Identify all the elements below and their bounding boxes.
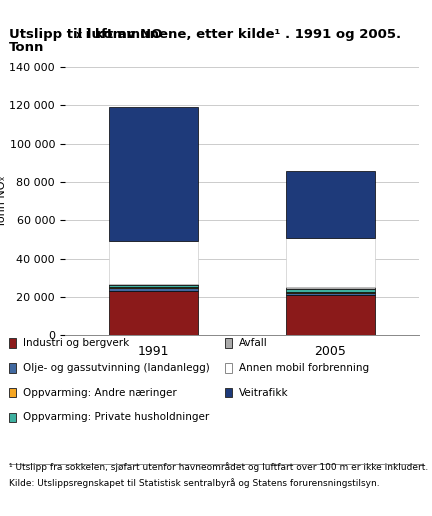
Bar [109, 241, 197, 284]
Text: i kommunene, etter kilde¹ . 1991 og 2005.: i kommunene, etter kilde¹ . 1991 og 2005… [81, 28, 401, 41]
Bar [109, 288, 197, 292]
Bar [109, 292, 197, 335]
Bar [286, 295, 375, 335]
Bar [286, 287, 375, 288]
Text: ¹ Utslipp fra sokkelen, sjøfart utenfor havneområdet og luftfart over 100 m er i: ¹ Utslipp fra sokkelen, sjøfart utenfor … [9, 462, 428, 472]
Bar [286, 238, 375, 287]
Bar [286, 293, 375, 295]
Bar [109, 287, 197, 288]
Bar [286, 288, 375, 292]
Text: Oppvarming: Andre næringer: Oppvarming: Andre næringer [23, 388, 177, 398]
Text: Utslipp til luft av NO: Utslipp til luft av NO [9, 28, 162, 41]
Text: Annen mobil forbrenning: Annen mobil forbrenning [239, 363, 369, 373]
Text: Oppvarming: Private husholdninger: Oppvarming: Private husholdninger [23, 412, 209, 423]
Text: Avfall: Avfall [239, 338, 268, 348]
Bar [286, 292, 375, 293]
Text: Kilde: Utslippsregnskapet til Statistisk sentralbyrå og Statens forurensningstil: Kilde: Utslippsregnskapet til Statistisk… [9, 478, 379, 488]
Bar [286, 171, 375, 238]
Bar [109, 284, 197, 285]
Text: x: x [76, 30, 82, 40]
Y-axis label: Tonn NOₓ: Tonn NOₓ [0, 175, 6, 227]
Bar [109, 107, 197, 241]
Text: Tonn: Tonn [9, 41, 44, 54]
Text: Veitrafikk: Veitrafikk [239, 388, 289, 398]
Text: Olje- og gassutvinning (landanlegg): Olje- og gassutvinning (landanlegg) [23, 363, 210, 373]
Text: Industri og bergverk: Industri og bergverk [23, 338, 129, 348]
Bar [109, 285, 197, 287]
